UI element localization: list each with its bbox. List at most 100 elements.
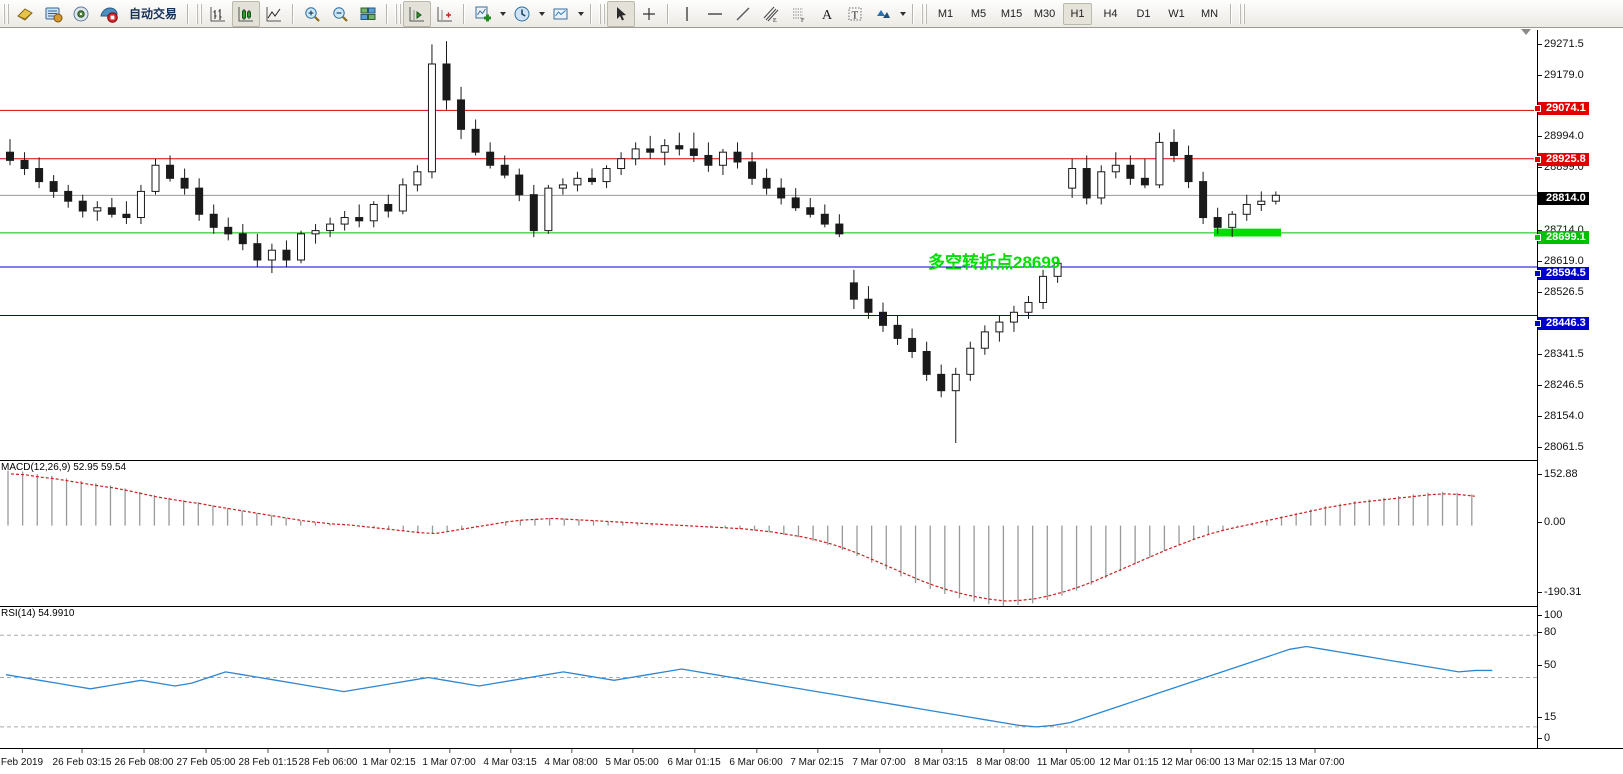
toolbar-grip-5[interactable] [920, 3, 928, 24]
rsi-indicator-pane[interactable]: RSI(14) 54.9910 [0, 606, 1537, 749]
svg-text:F: F [801, 18, 805, 24]
templates-dropdown-caret[interactable] [575, 2, 586, 26]
price-line-handle[interactable] [1534, 270, 1541, 277]
price-line-handle[interactable] [1534, 234, 1541, 241]
price-tick-label: 28341.5 [1544, 348, 1584, 360]
templates-icon[interactable] [547, 1, 575, 27]
zoom-in-icon[interactable] [298, 1, 326, 27]
chart-shift-icon[interactable] [403, 0, 432, 27]
toolbar-grip-2[interactable] [195, 3, 203, 24]
support-line-label[interactable]: 28594.5 [1538, 267, 1589, 280]
chart-annotation-text[interactable]: 多空转折点28699 [928, 253, 1061, 272]
support-line-label[interactable]: 28446.3 [1538, 317, 1589, 330]
timeframe-m5[interactable]: M5 [970, 7, 987, 20]
price-line-handle[interactable] [1534, 320, 1541, 327]
fibonacci-icon[interactable]: F [785, 1, 813, 27]
time-tick: 12 Mar 06:00 [1162, 749, 1220, 768]
macd-indicator-pane[interactable]: MACD(12,26,9) 52.95 59.54 [0, 460, 1537, 607]
price-tick: 28341.5 [1538, 348, 1623, 360]
rsi-chart [0, 634, 1537, 728]
toolbar-grip-3[interactable] [394, 3, 402, 24]
period-dropdown-caret[interactable] [536, 2, 547, 26]
main-toolbar: 自动交易 [0, 0, 1623, 28]
trendline-icon[interactable] [729, 1, 757, 27]
toolbar-separator-6 [667, 3, 670, 24]
autotrading-icon[interactable] [95, 1, 123, 27]
timeframe-m1[interactable]: M1 [937, 7, 954, 20]
support-line-label[interactable]: 28699.1 [1538, 231, 1589, 244]
indicators-icon[interactable] [469, 1, 497, 27]
timeframe-mn[interactable]: MN [1200, 7, 1219, 20]
price-tick-label: 28526.5 [1544, 286, 1584, 298]
price-chart-pane[interactable] [0, 30, 1537, 458]
price-tick: 28061.5 [1538, 441, 1623, 453]
text-icon[interactable]: A [813, 1, 841, 27]
cursor-icon[interactable] [607, 0, 636, 27]
time-tick: 6 Mar 01:15 [667, 749, 721, 768]
navigator-icon[interactable] [67, 1, 95, 27]
time-tick: 12 Mar 01:15 [1100, 749, 1158, 768]
timeframe-m15[interactable]: M15 [1000, 7, 1023, 20]
rsi-tick: 15 [1538, 711, 1623, 723]
price-tick: 28619.0 [1538, 255, 1623, 267]
price-line-handle[interactable] [1534, 105, 1541, 112]
time-tick: 1 Mar 07:00 [422, 749, 476, 768]
rsi-tick-label: 80 [1544, 626, 1557, 638]
tile-windows-icon[interactable] [354, 1, 382, 27]
new-order-icon[interactable] [11, 1, 39, 27]
timeframe-w1[interactable]: W1 [1168, 7, 1185, 20]
time-tick: 1 Mar 02:15 [362, 749, 416, 768]
timeframe-h4[interactable]: H4 [1103, 7, 1118, 20]
macd-tick-label: -190.31 [1544, 586, 1582, 598]
price-tick-label: 28246.5 [1544, 379, 1584, 391]
autotrading-label[interactable]: 自动交易 [129, 7, 178, 21]
expert-advisors-icon[interactable] [39, 1, 67, 27]
label-icon[interactable]: T [841, 1, 869, 27]
timeframe-bar: M1 M5 M15 M30 H1 H4 D1 W1 MN [929, 2, 1226, 25]
shapes-icon[interactable] [869, 1, 897, 27]
zoom-out-icon[interactable] [326, 1, 354, 27]
timeframe-m30[interactable]: M30 [1033, 7, 1056, 20]
vertical-line-icon[interactable] [673, 1, 701, 27]
toolbar-separator-7 [912, 3, 915, 24]
horizontal-line-icon[interactable] [701, 1, 729, 27]
svg-text:E: E [773, 18, 777, 24]
timeframe-h1[interactable]: H1 [1063, 2, 1093, 25]
scroll-down-arrow-icon[interactable] [1521, 29, 1531, 35]
last-price-label[interactable]: 28814.0 [1538, 192, 1589, 205]
toolbar-grip-4[interactable] [598, 3, 606, 24]
resistance-line-label[interactable]: 28925.8 [1538, 153, 1589, 166]
macd-chart [7, 470, 1475, 606]
line-chart-icon[interactable] [260, 1, 288, 27]
toolbar-grip[interactable] [2, 3, 9, 24]
macd-tick: 152.88 [1538, 468, 1623, 480]
indicators-dropdown-caret[interactable] [497, 2, 508, 26]
rsi-tick-label: 100 [1544, 609, 1563, 621]
macd-tick-label: 0.00 [1544, 516, 1566, 528]
candlestick-chart-icon[interactable] [232, 0, 261, 27]
timeframe-d1[interactable]: D1 [1136, 7, 1151, 20]
equidistant-channel-icon[interactable]: E [757, 1, 785, 27]
time-tick: 4 Mar 03:15 [483, 749, 537, 768]
period-icon[interactable] [508, 1, 536, 27]
price-line-handle[interactable] [1534, 156, 1541, 163]
resistance-line-label[interactable]: 29074.1 [1538, 102, 1589, 115]
auto-scroll-icon[interactable] [431, 1, 459, 27]
price-scale[interactable]: 29271.529179.028994.028899.028804.028714… [1534, 30, 1623, 748]
rsi-label: RSI(14) 54.9910 [1, 608, 75, 619]
rsi-tick: 50 [1538, 659, 1623, 671]
crosshair-icon[interactable] [635, 1, 663, 27]
bar-chart-icon[interactable] [204, 1, 232, 27]
rsi-tick: 80 [1538, 626, 1623, 638]
rsi-tick: 0 [1538, 732, 1623, 744]
time-tick: 7 Mar 02:15 [790, 749, 844, 768]
toolbar-separator [187, 3, 190, 24]
rsi-tick-label: 15 [1544, 711, 1557, 723]
time-tick: 11 Mar 05:00 [1037, 749, 1095, 768]
time-scale[interactable]: Feb 2019 26 Feb 03:15 26 Feb 08:00 27 Feb 0… [0, 748, 1623, 774]
toolbar-separator-5 [590, 3, 593, 24]
shapes-dropdown-caret[interactable] [897, 2, 908, 26]
price-tick-label: 29271.5 [1544, 38, 1584, 50]
toolbar-grip-6[interactable] [1238, 3, 1246, 24]
